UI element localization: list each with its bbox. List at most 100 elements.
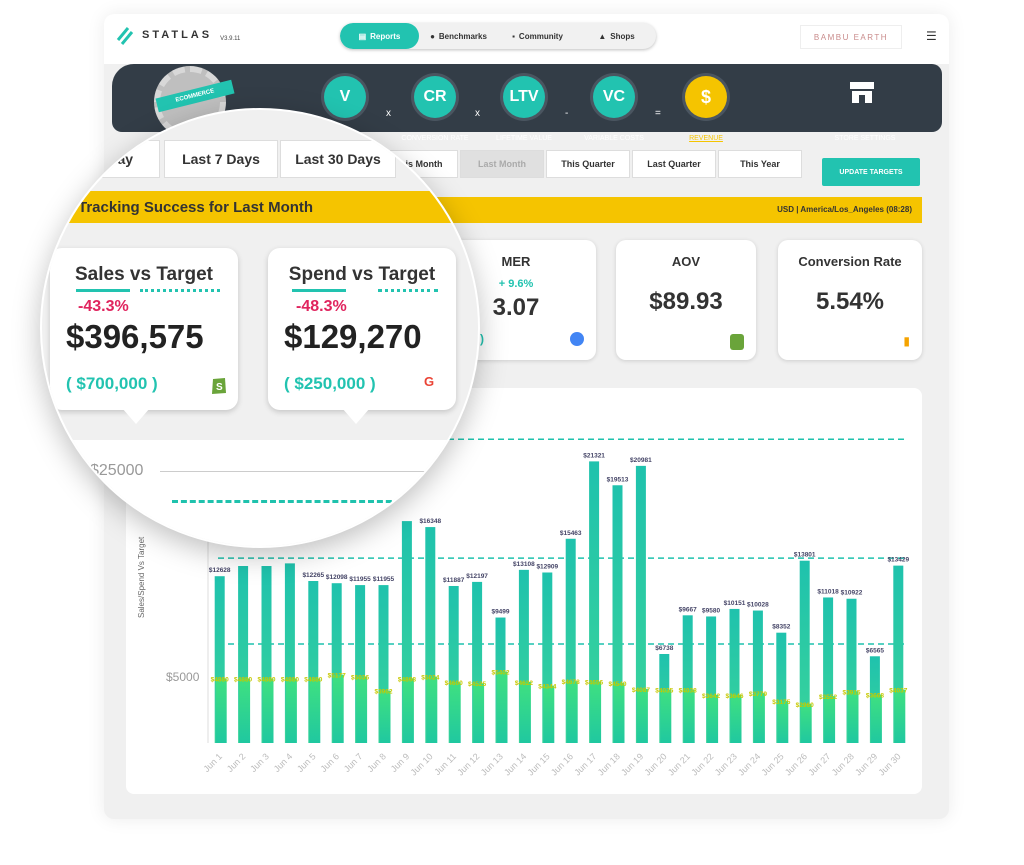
spend-bar: [683, 689, 695, 743]
nav-shops[interactable]: ▲ Shops: [577, 23, 656, 49]
variable-costs-circle[interactable]: VC: [593, 76, 635, 118]
app-version: V3.9.11: [220, 36, 241, 42]
spend-bar-label: $4880: [281, 677, 299, 684]
spend-bar: [707, 694, 719, 743]
sales-bar-label: $20981: [630, 457, 652, 464]
nav-benchmarks[interactable]: ● Benchmarks: [419, 23, 498, 49]
spend-value: $129,270: [284, 318, 422, 355]
target-underline-2: [378, 289, 438, 292]
nav-reports[interactable]: ▤ Reports: [340, 23, 419, 49]
x-tick-label: Jun 25: [760, 751, 786, 777]
shopify-icon: [730, 334, 744, 350]
spend-bar-label: $4880: [257, 677, 275, 684]
sales-bar: [331, 583, 342, 743]
brand-selector[interactable]: BAMBU EARTH: [800, 25, 902, 49]
statlas-logo[interactable]: STATLAS V3.9.11: [114, 22, 240, 48]
reports-icon: ▤: [358, 31, 367, 41]
spend-bar-label: $5402: [491, 670, 509, 677]
sales-bar-label: $9667: [679, 606, 697, 613]
analytics-icon: ▮: [903, 334, 910, 348]
sales-bar-label: $13108: [513, 561, 535, 568]
revenue-circle[interactable]: $: [685, 76, 727, 118]
spend-vs-target-card[interactable]: Spend vs Target -48.3% $129,270 ( $250,0…: [268, 248, 456, 410]
conversion-rate-title: Conversion Rate: [798, 254, 902, 269]
spend-bar-label: $4880: [211, 677, 229, 684]
target-line-zoom: [172, 500, 472, 503]
spend-bar: [332, 674, 344, 743]
x-tick-label: Jun 7: [342, 751, 365, 774]
nav-community[interactable]: ▪ Community: [498, 23, 577, 49]
spend-bar-label: $4540: [608, 681, 626, 688]
ltv-label: LIFETIME VALUE: [496, 135, 552, 142]
spend-bar: [730, 694, 742, 743]
spend-bar-label: $3642: [702, 693, 720, 700]
sales-bar-label: $9499: [491, 609, 509, 616]
date-last-month[interactable]: Last Month: [460, 150, 544, 178]
x-tick-label: Jun 8: [365, 751, 388, 774]
chat-icon: ▪: [512, 31, 515, 41]
x-tick-label: Jun 30: [877, 751, 903, 777]
spend-bar: [285, 678, 297, 743]
ltv-circle[interactable]: LTV: [503, 76, 545, 118]
spend-pct: -48.3%: [296, 298, 347, 315]
date-this-year[interactable]: This Year: [718, 150, 802, 178]
spend-bar: [426, 676, 438, 743]
main-nav: ▤ Reports ● Benchmarks ▪ Community ▲ Shops: [340, 23, 656, 49]
spend-bar-label: $5024: [421, 675, 439, 682]
sales-bar: [401, 521, 412, 743]
y-tick-label: $5000: [166, 670, 200, 684]
x-tick-label: Jun 12: [455, 751, 481, 777]
spend-bar: [473, 683, 485, 743]
sales-bar-label: $15463: [560, 530, 582, 537]
spend-underline: [292, 289, 346, 292]
conversion-rate-card[interactable]: Conversion Rate 5.54% ▮: [778, 240, 922, 360]
sales-bar: [518, 569, 529, 743]
top-bar: STATLAS V3.9.11 ▤ Reports ● Benchmarks ▪ Co…: [104, 14, 949, 64]
spend-bar: [496, 671, 508, 743]
x-tick-label: Jun 24: [736, 751, 762, 777]
google-ads-icon: [570, 332, 584, 346]
sales-bar: [565, 538, 576, 743]
magnifier-lens: day Last 7 Days Last 30 Days Tracking Su…: [40, 108, 480, 548]
spend-bar: [402, 678, 414, 743]
x-tick-label: Jun 22: [689, 751, 715, 777]
spend-bar-label: $4880: [304, 677, 322, 684]
x-tick-label: Jun 28: [830, 751, 856, 777]
date-last30-zoom[interactable]: Last 30 Days: [280, 140, 396, 178]
date-this-quarter[interactable]: This Quarter: [546, 150, 630, 178]
date-last7-zoom[interactable]: Last 7 Days: [164, 140, 278, 178]
sales-bar: [542, 572, 553, 743]
update-targets-button[interactable]: UPDATE TARGETS: [822, 158, 920, 186]
date-last-quarter[interactable]: Last Quarter: [632, 150, 716, 178]
operator-x2: x: [475, 108, 480, 119]
sales-bar-label: $12197: [466, 573, 488, 580]
sales-bar: [706, 616, 717, 743]
sales-bar: [729, 608, 740, 743]
sales-bar-label: $11887: [443, 577, 465, 584]
target-underline: [140, 289, 220, 292]
spend-bar-label: $2960: [796, 702, 814, 709]
sales-title: Sales vs Target: [74, 264, 213, 285]
store-icon[interactable]: [848, 80, 876, 104]
spend-bar: [660, 689, 672, 743]
spend-bar-label: $3668: [866, 693, 884, 700]
menu-icon[interactable]: ☰: [926, 29, 937, 43]
sales-underline: [76, 289, 130, 292]
app-name: STATLAS: [142, 29, 213, 41]
sales-value: $396,575: [66, 318, 204, 355]
sales-bar-label: $13801: [794, 552, 816, 559]
conversion-rate-circle[interactable]: CR: [414, 76, 456, 118]
x-tick-label: Jun 3: [248, 751, 271, 774]
aov-card[interactable]: AOV $89.93: [616, 240, 756, 360]
spend-bar: [800, 703, 812, 743]
date-range-bar: is Month Last Month This Quarter Last Qu…: [390, 150, 802, 182]
sales-bar-label: $12909: [536, 563, 558, 570]
spend-bar: [215, 678, 227, 743]
sales-bar-label: $10151: [724, 600, 746, 607]
date-today-zoom[interactable]: day: [82, 140, 160, 178]
sales-bar-label: $11955: [373, 576, 395, 583]
sales-bar-label: $12265: [302, 572, 324, 579]
sales-vs-target-card[interactable]: Sales vs Target -43.3% $396,575 ( $700,0…: [50, 248, 238, 410]
visitors-circle[interactable]: V: [324, 76, 366, 118]
sales-bar: [846, 598, 857, 743]
